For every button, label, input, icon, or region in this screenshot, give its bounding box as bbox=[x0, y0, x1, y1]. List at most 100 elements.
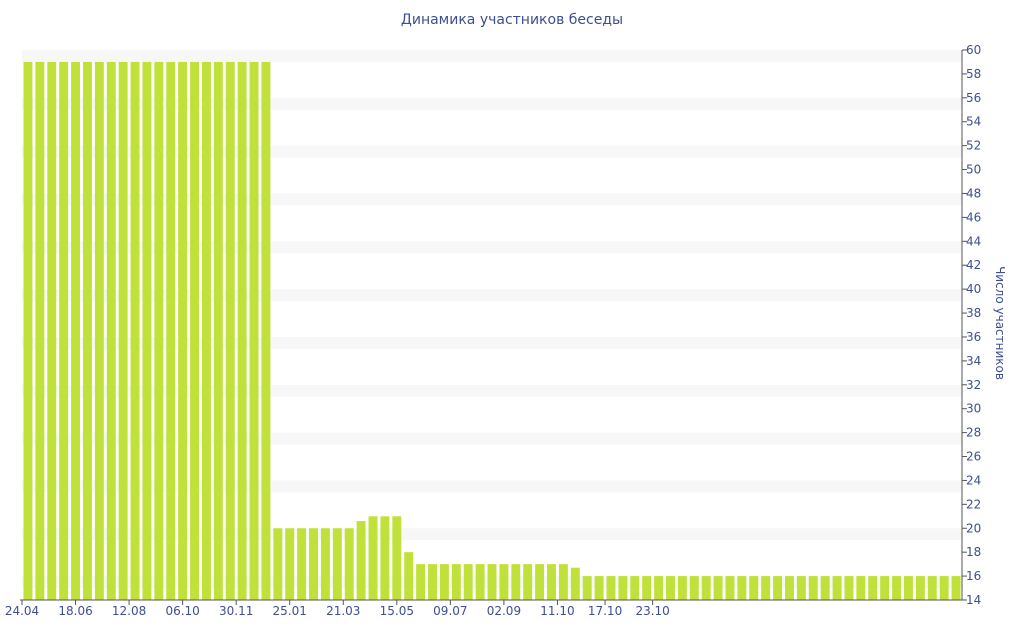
bar bbox=[451, 564, 461, 600]
bar bbox=[344, 528, 354, 600]
x-tick-label: 18.06 bbox=[58, 604, 92, 618]
x-axis: 24.04 18.06 12.08 06.10 30.11 25.01 21.03 15.05… bbox=[5, 599, 962, 618]
bar bbox=[511, 564, 521, 600]
y-tick-label: 44 bbox=[966, 234, 981, 248]
bar bbox=[142, 61, 152, 600]
bar bbox=[380, 516, 390, 600]
x-tick-label: 06.10 bbox=[165, 604, 199, 618]
grid-band bbox=[22, 97, 962, 110]
bar bbox=[820, 576, 830, 600]
x-tick-label: 02.09 bbox=[487, 604, 521, 618]
bar bbox=[487, 564, 497, 600]
y-axis-label: Число участников bbox=[993, 266, 1007, 380]
bar bbox=[570, 567, 580, 600]
y-tick-label: 54 bbox=[966, 115, 981, 129]
bar bbox=[130, 61, 140, 600]
bar bbox=[761, 576, 771, 600]
x-tick-label: 21.03 bbox=[326, 604, 360, 618]
bar bbox=[915, 576, 925, 600]
x-tick-label: 09.07 bbox=[433, 604, 467, 618]
bar bbox=[178, 61, 188, 600]
bar bbox=[261, 61, 271, 600]
x-tick-label: 17.10 bbox=[588, 604, 622, 618]
bar bbox=[677, 576, 687, 600]
bar bbox=[332, 528, 342, 600]
bar bbox=[499, 564, 509, 600]
y-axis: 14 16 18 20 22 24 26 28 30 32 34 36 38 40 42 44 46 48 50 52… bbox=[961, 43, 981, 607]
bar bbox=[796, 576, 806, 600]
bar bbox=[642, 576, 652, 600]
bar bbox=[94, 61, 104, 600]
y-tick-label: 22 bbox=[966, 497, 981, 511]
y-tick-label: 30 bbox=[966, 402, 981, 416]
bar bbox=[749, 576, 759, 600]
x-tick-label: 15.05 bbox=[380, 604, 414, 618]
x-tick-label: 30.11 bbox=[219, 604, 253, 618]
bar bbox=[71, 61, 81, 600]
bar bbox=[844, 576, 854, 600]
y-tick-label: 14 bbox=[966, 593, 981, 607]
y-tick-label: 38 bbox=[966, 306, 981, 320]
y-tick-label: 36 bbox=[966, 330, 981, 344]
bar bbox=[309, 528, 318, 600]
bar bbox=[237, 61, 247, 600]
bar bbox=[630, 576, 640, 600]
bar bbox=[701, 576, 711, 600]
bar bbox=[154, 61, 164, 600]
bar bbox=[35, 61, 45, 600]
x-tick-label: 11.10 bbox=[540, 604, 574, 618]
x-tick-label: 25.01 bbox=[273, 604, 307, 618]
bar bbox=[618, 576, 628, 600]
x-tick-label: 12.08 bbox=[112, 604, 146, 618]
bar bbox=[892, 576, 902, 600]
bar bbox=[868, 576, 878, 600]
y-tick-label: 50 bbox=[966, 163, 981, 177]
bar bbox=[47, 61, 57, 600]
bar bbox=[59, 61, 69, 600]
bar bbox=[404, 552, 414, 600]
y-tick-label: 52 bbox=[966, 139, 981, 153]
grid-band bbox=[22, 50, 962, 62]
bar bbox=[939, 576, 949, 600]
bar bbox=[368, 516, 378, 600]
y-tick-label: 42 bbox=[966, 258, 981, 272]
bar bbox=[880, 576, 890, 600]
bar bbox=[547, 564, 556, 600]
bar bbox=[249, 61, 259, 600]
grid-band bbox=[22, 336, 962, 349]
bar bbox=[273, 528, 283, 600]
grid-band bbox=[22, 289, 962, 302]
bar bbox=[856, 576, 866, 600]
y-tick-label: 46 bbox=[966, 210, 981, 224]
bar bbox=[713, 576, 723, 600]
bar bbox=[118, 61, 128, 600]
grid-band bbox=[22, 193, 962, 206]
y-tick-label: 28 bbox=[966, 426, 981, 440]
chart-title: Динамика участников беседы bbox=[400, 12, 624, 28]
x-tick-label: 23.10 bbox=[635, 604, 669, 618]
bar bbox=[285, 528, 295, 600]
y-tick-label: 16 bbox=[966, 569, 981, 583]
bar bbox=[773, 576, 783, 600]
bar bbox=[439, 564, 449, 600]
grid-band bbox=[22, 480, 962, 493]
bar bbox=[416, 564, 426, 600]
bar bbox=[808, 576, 818, 600]
bar bbox=[654, 576, 664, 600]
bar bbox=[832, 576, 842, 600]
bar bbox=[356, 521, 366, 600]
bar bbox=[535, 564, 545, 600]
bar bbox=[82, 61, 92, 600]
bar bbox=[523, 564, 533, 600]
grid-band bbox=[22, 384, 962, 397]
bar bbox=[225, 61, 235, 600]
grid-band bbox=[22, 432, 962, 445]
bar bbox=[582, 576, 592, 600]
grid-band bbox=[22, 145, 962, 158]
grid-band bbox=[22, 241, 962, 254]
bar bbox=[190, 61, 199, 600]
y-tick-label: 40 bbox=[966, 282, 981, 296]
bar bbox=[201, 61, 211, 600]
bar bbox=[320, 528, 330, 600]
